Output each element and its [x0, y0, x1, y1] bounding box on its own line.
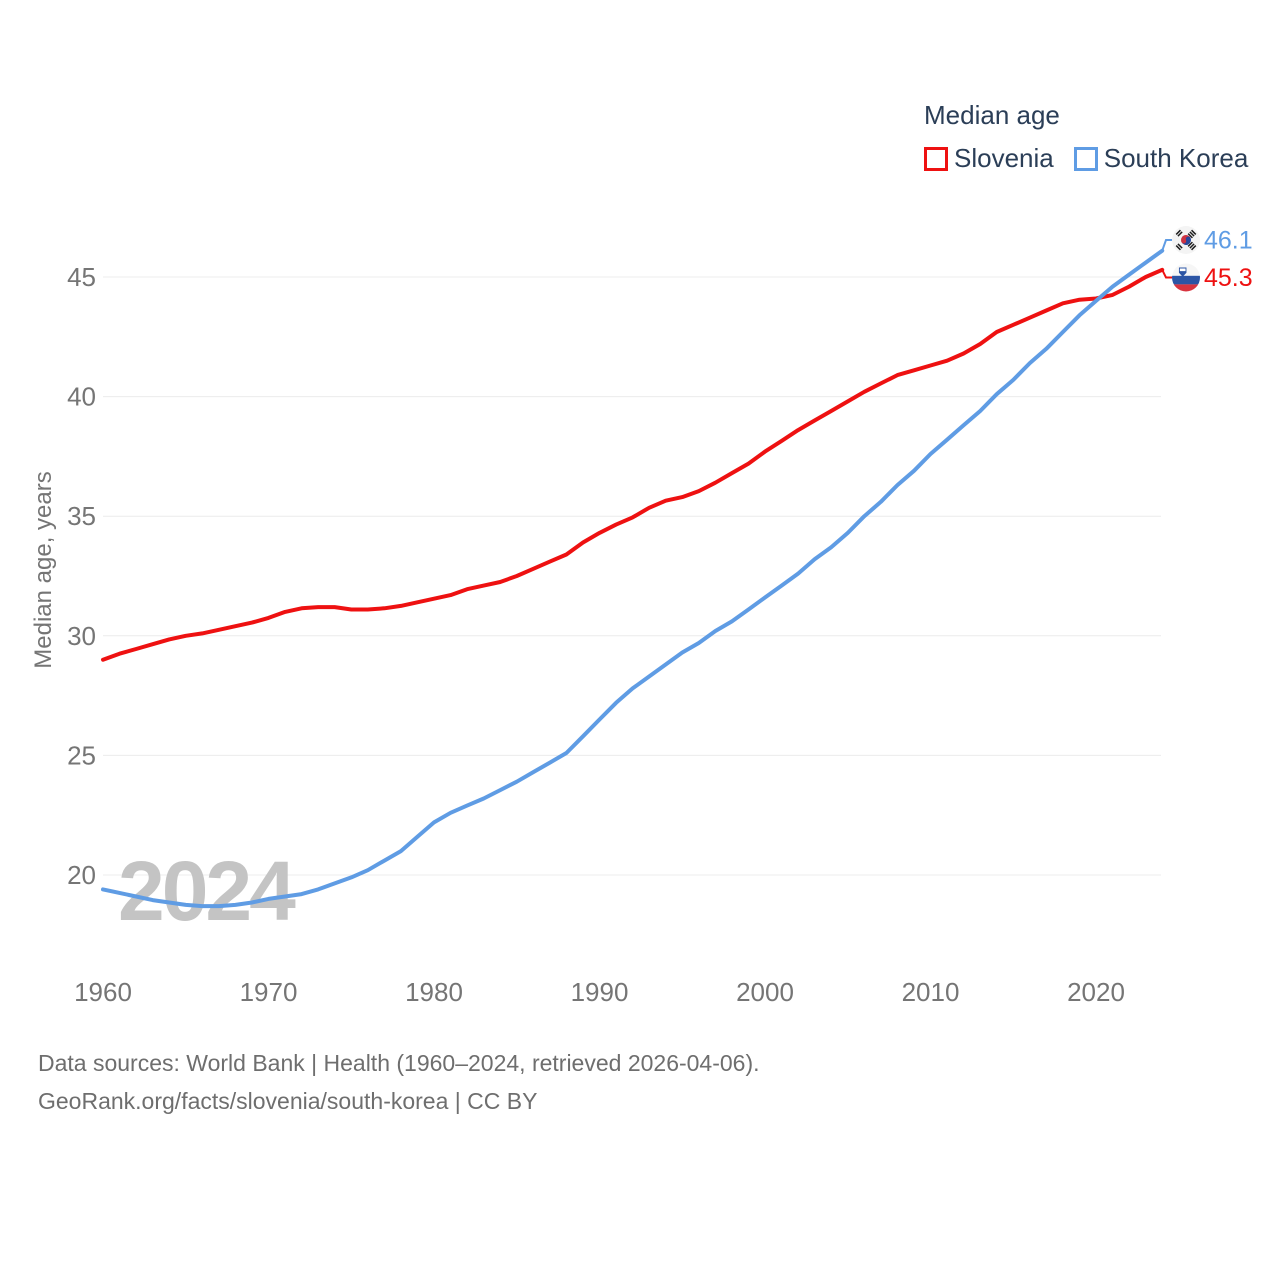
y-tick-label: 35 — [67, 501, 96, 531]
end-value-label-slovenia: 45.3 — [1204, 264, 1253, 292]
y-tick-label: 20 — [67, 860, 96, 890]
legend-title: Median age — [924, 100, 1060, 130]
watermark-year: 2024 — [118, 844, 296, 938]
legend-item-south-korea: South Korea — [1073, 143, 1249, 174]
south-korea-flag-icon — [1172, 226, 1200, 254]
attribution-line: GeoRank.org/facts/slovenia/south-korea |… — [38, 1088, 538, 1114]
legend: Median age Slovenia South Korea — [924, 100, 1248, 174]
y-tick-label: 30 — [67, 621, 96, 651]
slovenia-swatch-icon — [924, 146, 948, 171]
y-tick-label: 25 — [67, 740, 96, 770]
x-tick-label: 1960 — [74, 977, 132, 1007]
leader-line-slovenia — [1161, 269, 1172, 279]
x-tick-label: 2000 — [736, 977, 794, 1007]
end-value-label-south-korea: 46.1 — [1204, 227, 1253, 255]
x-tick-label: 1980 — [405, 977, 463, 1007]
legend-item-slovenia: Slovenia — [924, 143, 1054, 174]
legend-items: Slovenia South Korea — [924, 143, 1248, 174]
x-tick-label: 2020 — [1067, 977, 1125, 1007]
x-tick-label: 1990 — [571, 977, 629, 1007]
series-line-south-korea — [101, 248, 1165, 909]
x-tick-label: 2010 — [902, 977, 960, 1007]
data-sources-line: Data sources: World Bank | Health (1960–… — [38, 1050, 760, 1076]
y-tick-label: 45 — [67, 262, 96, 292]
source-attribution: Data sources: World Bank | Health (1960–… — [38, 1044, 760, 1120]
south-korea-swatch-icon — [1073, 146, 1098, 171]
series-line-slovenia — [101, 267, 1165, 662]
legend-label-slovenia: Slovenia — [954, 143, 1054, 173]
leader-line-south-korea — [1161, 239, 1172, 252]
x-tick-label: 1970 — [240, 977, 298, 1007]
slovenia-flag-icon — [1172, 263, 1200, 292]
legend-label-south-korea: South Korea — [1103, 143, 1249, 173]
y-tick-label: 40 — [67, 382, 96, 412]
